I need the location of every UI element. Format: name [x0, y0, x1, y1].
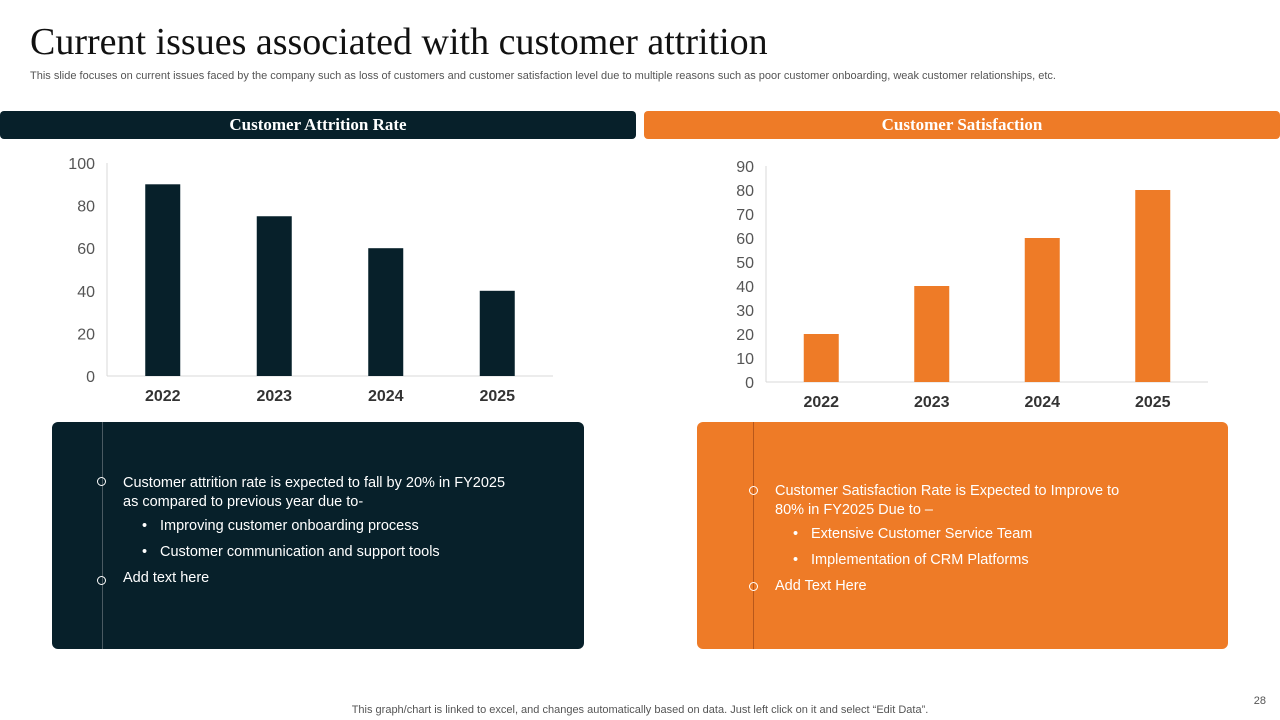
attrition-bar[interactable] [145, 184, 181, 376]
charts-canvas[interactable]: 0 20 40 60 80 100 2022 2023 2024 2025 0 10 20 30 40 50… [0, 145, 1280, 415]
satisfaction-y-tick-label: 0 [745, 375, 754, 392]
satisfaction-x-tick-label: 2022 [803, 394, 839, 411]
slide-title: Current issues associated with customer … [30, 21, 768, 63]
satisfaction-y-tick-label: 90 [736, 159, 754, 176]
circle-bullet-icon [97, 576, 106, 585]
attrition-y-tick-label: 20 [77, 326, 95, 343]
circle-bullet-icon [749, 486, 758, 495]
customer-satisfaction-header: Customer Satisfaction [644, 111, 1280, 139]
satisfaction-y-tick-label: 40 [736, 279, 754, 296]
satisfaction-y-tick-label: 50 [736, 255, 754, 272]
attrition-sub-point: • Customer communication and support tool… [142, 544, 440, 560]
attrition-rate-header: Customer Attrition Rate [0, 111, 636, 139]
circle-bullet-icon [97, 477, 106, 486]
satisfaction-y-tick-label: 80 [736, 183, 754, 200]
footer-note: This graph/chart is linked to excel, and… [351, 704, 929, 716]
satisfaction-bar[interactable] [914, 286, 950, 382]
circle-bullet-icon [749, 582, 758, 591]
satisfaction-y-tick-label: 20 [736, 327, 754, 344]
page-number: 28 [1253, 695, 1266, 707]
satisfaction-x-tick-label: 2024 [1024, 394, 1060, 411]
attrition-extra-point[interactable]: Add text here [123, 570, 210, 586]
satisfaction-info-box: Customer Satisfaction Rate is Expected t… [697, 422, 1228, 649]
attrition-main-point: Customer attrition rate is expected to f… [123, 475, 506, 510]
attrition-y-tick-label: 40 [77, 284, 95, 301]
customer-satisfaction-chart[interactable]: 0 10 20 30 40 50 60 70 80 90 2022 2023 2024 2025 [736, 159, 1208, 411]
timeline-line [102, 422, 103, 649]
satisfaction-y-tick-label: 10 [736, 351, 754, 368]
slide-subtitle: This slide focuses on current issues fac… [30, 70, 1056, 82]
attrition-bar[interactable] [256, 216, 292, 376]
attrition-sub-point: • Improving customer onboarding process [142, 518, 419, 534]
satisfaction-y-tick-label: 70 [736, 207, 754, 224]
satisfaction-main-point: Customer Satisfaction Rate is Expected t… [775, 483, 1120, 518]
attrition-bar[interactable] [479, 290, 515, 376]
attrition-x-tick-label: 2025 [479, 388, 515, 405]
attrition-rate-chart[interactable]: 0 20 40 60 80 100 2022 2023 2024 2025 [68, 156, 553, 405]
attrition-bar[interactable] [368, 248, 404, 376]
satisfaction-sub-point: • Implementation of CRM Platforms [793, 552, 1029, 568]
satisfaction-bar[interactable] [803, 334, 839, 382]
attrition-y-tick-label: 0 [86, 369, 95, 386]
satisfaction-x-tick-label: 2023 [914, 394, 950, 411]
attrition-y-tick-label: 100 [68, 156, 95, 173]
satisfaction-x-tick-label: 2025 [1135, 394, 1171, 411]
attrition-x-tick-label: 2024 [368, 388, 404, 405]
attrition-x-tick-label: 2022 [145, 388, 181, 405]
satisfaction-y-tick-label: 30 [736, 303, 754, 320]
attrition-x-tick-label: 2023 [256, 388, 292, 405]
timeline-line [753, 422, 754, 649]
attrition-y-tick-label: 60 [77, 241, 95, 258]
satisfaction-sub-point: • Extensive Customer Service Team [793, 526, 1033, 542]
attrition-y-tick-label: 80 [77, 199, 95, 216]
satisfaction-bar[interactable] [1024, 238, 1060, 382]
satisfaction-bar[interactable] [1135, 190, 1171, 382]
satisfaction-extra-point[interactable]: Add Text Here [775, 578, 867, 594]
attrition-info-box: Customer attrition rate is expected to f… [52, 422, 584, 649]
satisfaction-y-tick-label: 60 [736, 231, 754, 248]
